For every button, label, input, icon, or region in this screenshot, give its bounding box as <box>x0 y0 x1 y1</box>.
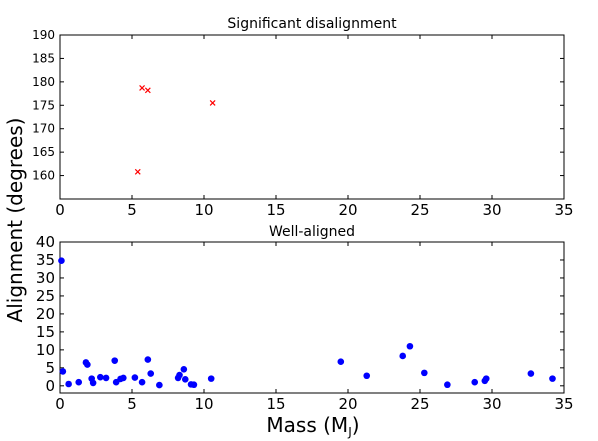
data-point <box>181 376 189 383</box>
data-point <box>180 365 188 373</box>
y-tick-label: 40 <box>36 233 55 251</box>
data-point <box>399 352 407 360</box>
x-tick-label: 30 <box>482 201 501 219</box>
data-point <box>134 168 141 175</box>
data-point <box>102 374 110 382</box>
top-panel-ticks: 0 5 10 15 20 25 30 35 160 165 170 175 180 185 190 <box>32 28 573 219</box>
data-point <box>363 372 371 380</box>
x-tick-label: 5 <box>127 395 137 413</box>
x-axis-label-close: ) <box>352 413 360 437</box>
bottom-panel-frame <box>59 241 565 394</box>
data-point <box>527 370 535 377</box>
data-point <box>337 358 345 366</box>
y-tick-label: 0 <box>45 377 55 395</box>
data-point <box>176 371 183 379</box>
x-tick-label: 20 <box>338 395 357 413</box>
data-point <box>207 375 215 382</box>
x-tick-label: 15 <box>266 395 285 413</box>
y-tick-label: 170 <box>32 122 55 136</box>
x-tick-label: 10 <box>194 201 213 219</box>
bottom-panel-points <box>58 257 556 389</box>
data-point <box>421 369 428 377</box>
y-tick-label: 25 <box>36 287 55 305</box>
data-point <box>406 342 414 350</box>
y-tick-label: 30 <box>36 269 55 287</box>
data-point <box>58 257 65 264</box>
data-point <box>144 87 151 94</box>
data-point <box>138 378 146 386</box>
data-point <box>482 375 490 382</box>
data-point <box>59 368 67 375</box>
y-tick-label: 175 <box>32 98 55 112</box>
x-tick-label: 15 <box>266 201 285 219</box>
data-point <box>139 85 146 91</box>
x-tick-label: 20 <box>338 201 357 219</box>
data-point <box>131 374 139 381</box>
x-axis-label-subscript: J <box>347 425 352 439</box>
data-point <box>471 378 479 386</box>
data-point <box>209 100 216 106</box>
data-point <box>75 378 83 386</box>
bottom-panel: Well-aligned 0 5 10 15 20 25 30 350510152025303… <box>36 224 574 413</box>
x-tick-label: 0 <box>55 201 65 219</box>
y-tick-label: 10 <box>36 341 55 359</box>
x-tick-label: 30 <box>482 395 501 413</box>
y-tick-label: 160 <box>32 169 55 183</box>
data-point <box>111 357 119 364</box>
x-tick-label: 5 <box>127 201 137 219</box>
data-point <box>144 356 152 363</box>
data-point <box>549 375 556 382</box>
data-point <box>89 379 97 387</box>
top-panel-frame <box>59 34 565 200</box>
x-tick-label: 35 <box>554 201 573 219</box>
data-point <box>147 370 155 377</box>
top-panel-title: Significant disalignment <box>227 16 397 32</box>
y-tick-label: 190 <box>32 28 55 42</box>
top-panel: Significant disalignment 0 5 10 15 20 25 30 35 1… <box>32 16 573 219</box>
x-tick-label: 0 <box>55 395 65 413</box>
data-point <box>444 381 451 389</box>
data-point <box>84 361 91 368</box>
data-point <box>156 381 163 389</box>
y-tick-label: 5 <box>45 359 55 377</box>
top-panel-points <box>134 85 216 175</box>
x-tick-label: 35 <box>554 395 573 413</box>
x-axis-label: Mass (MJ) <box>266 413 359 439</box>
data-point <box>120 374 127 382</box>
bottom-panel-title: Well-aligned <box>269 224 355 240</box>
y-tick-label: 35 <box>36 251 55 269</box>
y-tick-label: 20 <box>36 305 55 323</box>
x-tick-label: 10 <box>194 395 213 413</box>
y-tick-label: 165 <box>32 145 55 159</box>
y-tick-label: 180 <box>32 75 55 89</box>
y-tick-label: 15 <box>36 323 55 341</box>
data-point <box>65 380 72 388</box>
x-tick-label: 25 <box>410 395 429 413</box>
x-tick-label: 25 <box>410 201 429 219</box>
data-point <box>190 381 198 389</box>
y-tick-label: 185 <box>32 51 55 65</box>
y-axis-label: Alignment (degrees) <box>3 118 27 323</box>
x-axis-label-main: Mass (M <box>266 413 348 437</box>
data-point <box>97 373 104 381</box>
